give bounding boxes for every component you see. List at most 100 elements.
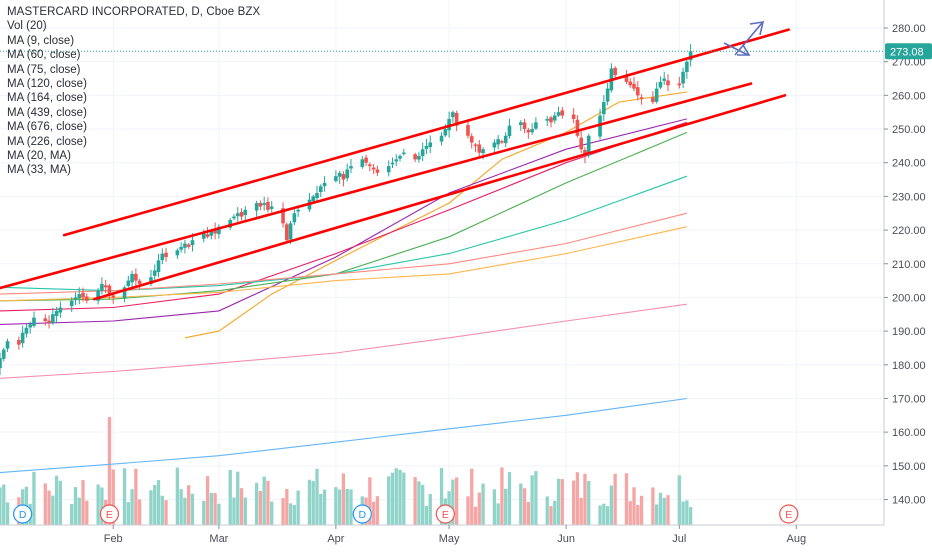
volume-bar	[534, 471, 538, 525]
volume-bar	[156, 480, 161, 525]
volume-bar	[54, 475, 59, 525]
volume-bar	[402, 472, 406, 525]
candle-body	[334, 176, 338, 182]
candle-body	[77, 294, 82, 299]
candle-body	[281, 208, 285, 224]
last-price-label: 273.08	[890, 46, 924, 58]
candle-body	[111, 295, 116, 298]
volume-bar	[658, 492, 663, 525]
volume-bar	[85, 500, 89, 525]
candle-body	[394, 159, 399, 162]
candle-body	[58, 307, 63, 313]
candle-body	[228, 219, 233, 228]
volume-bar	[315, 468, 319, 525]
earnings-marker[interactable]	[779, 504, 799, 524]
candle-body	[100, 283, 104, 291]
x-tick-label: Apr	[327, 533, 344, 545]
volume-bar	[390, 472, 395, 525]
last-price-badge	[885, 43, 932, 60]
x-tick-label: Feb	[104, 533, 123, 545]
candle-body	[69, 300, 74, 307]
y-tick-label: 280.00	[892, 23, 926, 35]
volume-bar	[666, 495, 670, 525]
earnings-marker[interactable]	[435, 504, 455, 524]
x-tick-label: Mar	[209, 533, 228, 545]
volume-bar	[507, 472, 512, 525]
candle-body	[519, 122, 523, 126]
x-tick-label: May	[439, 533, 460, 545]
volume-bar	[688, 506, 693, 525]
earnings-marker-label: E	[442, 509, 449, 521]
trend-line-middle[interactable]	[0, 82, 753, 290]
candle-body	[235, 213, 240, 217]
volume-bar	[164, 500, 168, 525]
volume-bar	[160, 495, 164, 525]
candle-body	[81, 292, 85, 298]
trend-line-lower[interactable]	[93, 94, 787, 301]
candle-body	[492, 142, 497, 148]
volume-bar	[307, 479, 312, 525]
candle-body	[130, 273, 134, 283]
volume-bar	[632, 487, 636, 525]
candle-body	[337, 172, 342, 177]
candle-body	[473, 144, 478, 146]
volume-bar	[183, 497, 187, 525]
candle-body	[632, 83, 636, 89]
projection-arrows[interactable]	[723, 21, 765, 56]
ma-line	[0, 121, 688, 312]
volume-bar	[270, 501, 274, 525]
volume-bar	[228, 469, 232, 525]
volume-bar	[322, 489, 327, 525]
candle-body	[398, 155, 402, 159]
volume-bar	[421, 484, 425, 525]
dividend-marker[interactable]	[13, 504, 33, 524]
candle-body	[439, 135, 444, 142]
y-tick-label: 140.00	[892, 495, 926, 507]
arrow-up-head	[749, 21, 765, 36]
volume-bar	[254, 482, 259, 525]
volume-bar	[473, 506, 478, 525]
volume-bar	[371, 501, 376, 525]
volume-bar	[651, 487, 655, 525]
candle-body	[322, 182, 327, 187]
volume-bar	[258, 490, 263, 525]
grid	[0, 0, 884, 525]
volume-bar	[70, 503, 74, 525]
volume-bar	[571, 480, 576, 525]
volume-bar	[285, 488, 289, 525]
candle-body	[217, 226, 221, 235]
candle-body	[549, 117, 553, 123]
dividend-marker-label: D	[358, 509, 366, 521]
volume-bar	[73, 487, 78, 525]
candle-body	[360, 159, 365, 167]
volume-bar	[677, 475, 681, 525]
y-tick-label: 250.00	[892, 124, 926, 136]
volume-bar	[387, 476, 391, 525]
volume-bar	[232, 497, 236, 525]
candle-body	[17, 339, 21, 345]
volume-bar	[47, 490, 51, 525]
trend-line-upper[interactable]	[62, 28, 791, 237]
volume-bar	[319, 494, 323, 525]
candle-body	[0, 358, 2, 369]
price-axis[interactable]: 140.00 150.00 160.00 170.00 180.00 190.00 200.…	[883, 0, 932, 550]
volume-bar	[598, 505, 602, 525]
candle-body	[685, 61, 689, 73]
channel-lines[interactable]	[0, 28, 791, 301]
time-axis[interactable]: Feb Mar Apr May Jun Jul Aug	[0, 524, 884, 545]
volume-bar	[209, 492, 213, 525]
earnings-marker[interactable]	[99, 504, 120, 524]
x-tick-label: Jun	[557, 533, 575, 545]
candle-body	[624, 74, 629, 82]
volume-bar	[262, 476, 266, 525]
arrow-right-line[interactable]	[723, 42, 749, 56]
arrow-up-line[interactable]	[734, 22, 763, 56]
candle-body	[179, 246, 183, 250]
dividend-marker[interactable]	[352, 504, 372, 524]
candle-body	[469, 136, 474, 143]
volume-bar	[428, 494, 432, 525]
volume-bar	[398, 469, 402, 525]
